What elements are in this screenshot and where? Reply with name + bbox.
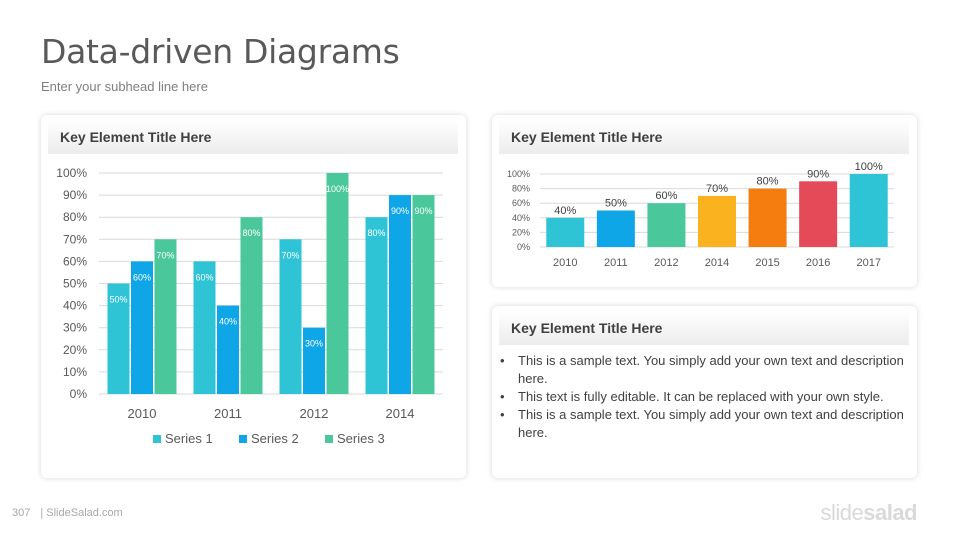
x-tick-label: 2011: [214, 406, 242, 421]
y-tick-label: 30%: [63, 321, 87, 335]
bar: [217, 305, 239, 394]
y-tick-label: 90%: [63, 188, 87, 202]
text-card: Key Element Title Here This is a sample …: [492, 306, 917, 478]
bullet-item: This text is fully editable. It can be r…: [500, 388, 908, 406]
card-title: Key Element Title Here: [48, 120, 458, 154]
data-label: 40%: [219, 317, 237, 327]
y-tick-label: 70%: [63, 232, 87, 246]
data-label: 70%: [706, 183, 728, 195]
bullet-item: This is a sample text. You simply add yo…: [500, 406, 908, 442]
bar: [647, 203, 686, 247]
footer-site: | SlideSalad.com: [40, 507, 123, 519]
legend-label: Series 1: [165, 431, 213, 446]
y-tick-label: 20%: [512, 227, 530, 237]
bar: [389, 195, 411, 394]
x-tick-label: 2015: [755, 257, 779, 269]
y-tick-label: 80%: [512, 184, 530, 194]
data-label: 80%: [757, 176, 779, 188]
data-label: 100%: [326, 184, 349, 194]
bar: [131, 261, 153, 394]
legend-swatch: [325, 435, 333, 443]
data-label: 90%: [414, 206, 432, 216]
y-tick-label: 0%: [70, 387, 88, 401]
footer: 307 | SlideSalad.com: [12, 507, 123, 519]
bar: [799, 181, 838, 247]
bar: [596, 210, 635, 247]
y-tick-label: 40%: [63, 299, 87, 313]
data-label: 70%: [281, 250, 299, 260]
legend-label: Series 2: [251, 431, 299, 446]
bar: [412, 195, 435, 394]
x-tick-label: 2017: [856, 257, 880, 269]
y-tick-label: 80%: [63, 210, 87, 224]
data-label: 80%: [242, 228, 260, 238]
y-tick-label: 50%: [63, 277, 87, 291]
x-tick-label: 2012: [300, 406, 329, 421]
data-label: 70%: [156, 250, 174, 260]
brand-logo: slidesalad: [820, 500, 917, 526]
bar: [107, 283, 130, 394]
bar: [240, 217, 263, 394]
bar: [154, 239, 177, 394]
page-subtitle: Enter your subhead line here: [41, 79, 208, 94]
grouped-bar-chart: 0% 10% 20% 30% 40% 50% 60% 70% 80% 90% 100% 50% 60% 7…: [56, 166, 443, 446]
data-label: 40%: [554, 205, 576, 217]
data-label: 80%: [367, 228, 385, 238]
data-label: 50%: [109, 295, 127, 305]
y-tick-label: 100%: [56, 166, 87, 180]
bar-chart: 0% 20% 40% 60% 80% 100% 40% 2010 50% 2011 60% 2012 7…: [507, 161, 894, 269]
x-tick-label: 2011: [604, 257, 628, 269]
x-tick-label: 2010: [553, 257, 577, 269]
y-tick-label: 20%: [63, 343, 87, 357]
y-tick-label: 40%: [512, 213, 530, 223]
brand-bold: salad: [863, 500, 917, 525]
data-label: 100%: [855, 161, 883, 173]
x-tick-label: 2014: [705, 257, 729, 269]
bullet-item: This is a sample text. You simply add yo…: [500, 352, 908, 388]
data-label: 60%: [133, 272, 151, 282]
legend-swatch: [153, 435, 161, 443]
y-tick-label: 60%: [512, 198, 530, 208]
grouped-bar-chart-card: Key Element Title Here 0% 10% 20% 30% 40% 50%…: [41, 115, 466, 478]
data-label: 30%: [305, 339, 323, 349]
bar: [326, 173, 349, 394]
y-tick-label: 10%: [63, 365, 87, 379]
data-label: 60%: [655, 190, 677, 202]
x-tick-label: 2016: [806, 257, 830, 269]
bar-chart-card: Key Element Title Here 0% 20% 40% 60% 80% 100…: [492, 115, 917, 287]
page-title: Data-driven Diagrams: [41, 32, 400, 71]
data-label: 50%: [605, 198, 627, 210]
y-tick-label: 0%: [517, 242, 530, 252]
card-title: Key Element Title Here: [499, 311, 909, 345]
y-tick-label: 100%: [507, 169, 530, 179]
x-tick-label: 2012: [654, 257, 678, 269]
bar: [748, 188, 787, 247]
data-label: 90%: [807, 168, 829, 180]
brand-light: slide: [820, 500, 864, 525]
bullet-list: This is a sample text. You simply add yo…: [500, 352, 908, 442]
page-number: 307: [12, 507, 31, 519]
x-tick-label: 2010: [128, 406, 157, 421]
card-title: Key Element Title Here: [499, 120, 909, 154]
data-label: 60%: [195, 272, 213, 282]
bar: [193, 261, 216, 394]
bar: [279, 239, 302, 394]
bar: [849, 174, 888, 247]
bar: [365, 217, 388, 394]
x-tick-label: 2014: [386, 406, 415, 421]
y-tick-label: 60%: [63, 254, 87, 268]
data-label: 90%: [391, 206, 409, 216]
legend-label: Series 3: [337, 431, 385, 446]
bar: [698, 195, 736, 247]
legend-swatch: [239, 435, 247, 443]
bar: [303, 327, 325, 394]
bar: [546, 217, 585, 247]
